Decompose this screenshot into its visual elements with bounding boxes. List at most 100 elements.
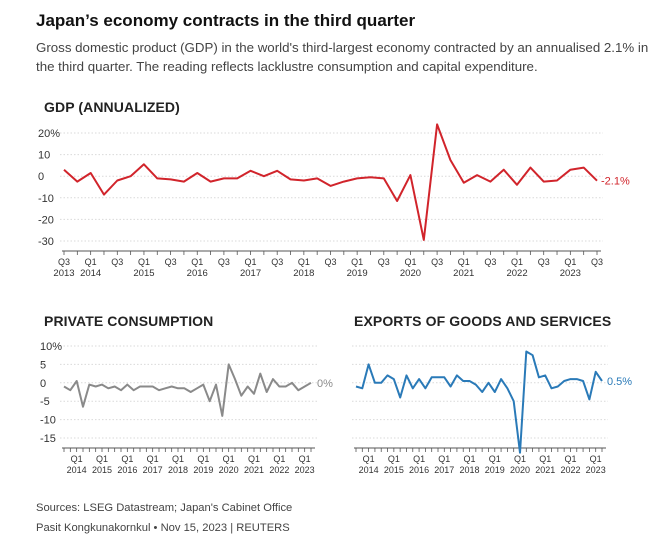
x-tick-quarter-label: Q1 (564, 257, 576, 267)
x-tick-quarter-label: Q1 (464, 454, 476, 464)
chart-title: Japan’s economy contracts in the third q… (36, 11, 416, 30)
x-tick-year-label: 2013 (53, 268, 74, 279)
x-tick-quarter-label: Q1 (245, 257, 257, 267)
exports-series-line (355, 350, 603, 454)
gdp-panel-title: GDP (ANNUALIZED) (44, 99, 180, 115)
x-tick-quarter-label: Q1 (489, 454, 501, 464)
x-tick-year-label: 2021 (244, 465, 264, 475)
x-tick-year-label: 2022 (560, 465, 580, 475)
credit-line: Pasit Kongkunakornkul • Nov 15, 2023 | R… (36, 522, 290, 534)
y-tick-label: 0 (38, 171, 44, 183)
x-tick-quarter-label: Q1 (85, 257, 97, 267)
x-tick-year-label: 2020 (219, 465, 239, 475)
consumption-series-line (63, 363, 312, 417)
x-tick-year-label: 2020 (400, 268, 421, 279)
exports-panel-title: EXPORTS OF GOODS AND SERVICES (354, 313, 612, 329)
x-tick-quarter-label: Q1 (191, 257, 203, 267)
y-tick-label: -30 (38, 236, 54, 248)
exports-chart: Q12014Q12015Q12016Q12017Q12018Q12019Q120… (352, 345, 632, 475)
x-tick-year-label: 2023 (295, 465, 315, 475)
end-value-label: 0.5% (607, 376, 632, 388)
sources-note: Sources: LSEG Datastream; Japan's Cabine… (36, 502, 293, 514)
x-tick-quarter-label: Q3 (324, 257, 336, 267)
x-tick-quarter-label: Q1 (564, 454, 576, 464)
x-tick-quarter-label: Q1 (590, 454, 602, 464)
x-tick-year-label: 2014 (359, 465, 379, 475)
x-tick-quarter-label: Q1 (197, 454, 209, 464)
x-tick-quarter-label: Q3 (218, 257, 230, 267)
y-tick-label: 20% (38, 128, 60, 140)
x-tick-quarter-label: Q1 (388, 454, 400, 464)
x-tick-quarter-label: Q3 (431, 257, 443, 267)
y-tick-label: 0 (40, 378, 46, 390)
x-tick-quarter-label: Q1 (511, 257, 523, 267)
x-tick-year-label: 2023 (560, 268, 581, 279)
x-tick-year-label: 2016 (117, 465, 137, 475)
x-tick-quarter-label: Q3 (111, 257, 123, 267)
x-tick-quarter-label: Q3 (271, 257, 283, 267)
x-tick-quarter-label: Q1 (273, 454, 285, 464)
y-tick-label: 5 (40, 359, 46, 371)
consumption-panel-title: PRIVATE CONSUMPTION (44, 313, 214, 329)
x-tick-year-label: 2016 (409, 465, 429, 475)
x-tick-quarter-label: Q1 (248, 454, 260, 464)
gdp-series-line (63, 123, 598, 241)
x-tick-year-label: 2023 (586, 465, 606, 475)
x-tick-quarter-label: Q3 (378, 257, 390, 267)
x-tick-quarter-label: Q3 (591, 257, 603, 267)
x-tick-quarter-label: Q1 (298, 257, 310, 267)
x-tick-quarter-label: Q3 (538, 257, 550, 267)
x-tick-year-label: 2020 (510, 465, 530, 475)
x-tick-quarter-label: Q1 (413, 454, 425, 464)
x-tick-year-label: 2019 (193, 465, 213, 475)
end-value-label: 0% (317, 378, 333, 390)
chart-subtitle: Gross domestic product (GDP) in the worl… (36, 40, 649, 74)
x-tick-quarter-label: Q3 (165, 257, 177, 267)
x-tick-quarter-label: Q1 (172, 454, 184, 464)
y-tick-label: 10% (40, 341, 62, 353)
end-value-label: -2.1% (601, 176, 630, 188)
x-tick-quarter-label: Q1 (363, 454, 375, 464)
x-tick-quarter-label: Q1 (121, 454, 133, 464)
x-tick-quarter-label: Q1 (438, 454, 450, 464)
x-tick-quarter-label: Q1 (539, 454, 551, 464)
x-tick-quarter-label: Q1 (223, 454, 235, 464)
x-tick-year-label: 2015 (92, 465, 112, 475)
x-tick-quarter-label: Q1 (514, 454, 526, 464)
x-tick-year-label: 2022 (269, 465, 289, 475)
x-tick-quarter-label: Q1 (351, 257, 363, 267)
x-tick-quarter-label: Q1 (404, 257, 416, 267)
y-tick-label: -10 (40, 415, 56, 427)
x-tick-year-label: 2015 (133, 268, 154, 279)
x-tick-quarter-label: Q1 (458, 257, 470, 267)
x-tick-quarter-label: Q3 (58, 257, 70, 267)
x-tick-quarter-label: Q1 (147, 454, 159, 464)
y-tick-label: -5 (40, 396, 50, 408)
x-tick-year-label: 2018 (460, 465, 480, 475)
x-tick-year-label: 2018 (293, 268, 314, 279)
x-tick-year-label: 2022 (506, 268, 527, 279)
x-tick-quarter-label: Q3 (484, 257, 496, 267)
x-tick-quarter-label: Q1 (138, 257, 150, 267)
y-tick-label: -20 (38, 214, 54, 226)
x-tick-year-label: 2019 (347, 268, 368, 279)
x-tick-year-label: 2017 (240, 268, 261, 279)
x-tick-quarter-label: Q1 (71, 454, 83, 464)
x-tick-year-label: 2021 (535, 465, 555, 475)
x-tick-quarter-label: Q1 (96, 454, 108, 464)
y-tick-label: -15 (40, 433, 56, 445)
x-tick-year-label: 2015 (384, 465, 404, 475)
x-tick-year-label: 2017 (143, 465, 163, 475)
consumption-chart: 10%50-5-10-15Q12014Q12015Q12016Q12017Q12… (40, 341, 333, 475)
y-tick-label: 10 (38, 150, 50, 162)
x-tick-year-label: 2014 (67, 465, 87, 475)
x-tick-year-label: 2017 (434, 465, 454, 475)
x-tick-year-label: 2014 (80, 268, 101, 279)
y-tick-label: -10 (38, 193, 54, 205)
x-tick-quarter-label: Q1 (299, 454, 311, 464)
x-tick-year-label: 2018 (168, 465, 188, 475)
x-tick-year-label: 2019 (485, 465, 505, 475)
x-tick-year-label: 2021 (453, 268, 474, 279)
